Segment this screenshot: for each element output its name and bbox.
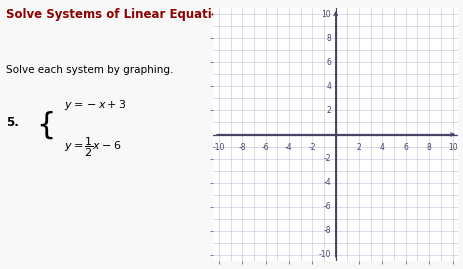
Text: -6: -6 — [262, 143, 269, 152]
Text: -4: -4 — [285, 143, 293, 152]
Text: 2: 2 — [326, 106, 331, 115]
Text: -10: -10 — [319, 250, 331, 259]
Text: 4: 4 — [326, 82, 331, 91]
Text: -8: -8 — [238, 143, 246, 152]
Text: 10: 10 — [448, 143, 457, 152]
Text: 8: 8 — [427, 143, 432, 152]
Text: 10: 10 — [321, 10, 331, 19]
Text: -2: -2 — [308, 143, 316, 152]
Text: 5.: 5. — [6, 116, 19, 129]
Text: 2: 2 — [357, 143, 362, 152]
Text: -6: -6 — [323, 202, 331, 211]
Text: -2: -2 — [324, 154, 331, 163]
Text: Solve Systems of Linear Equations by Graphing: Solve Systems of Linear Equations by Gra… — [6, 8, 321, 21]
Text: -10: -10 — [213, 143, 225, 152]
Text: Solve each system by graphing.: Solve each system by graphing. — [6, 65, 174, 75]
Text: $\{$: $\{$ — [36, 109, 54, 141]
Text: 8: 8 — [326, 34, 331, 43]
Text: $y = \dfrac{1}{2}x - 6$: $y = \dfrac{1}{2}x - 6$ — [64, 136, 121, 159]
Text: 6: 6 — [403, 143, 408, 152]
Text: 4: 4 — [380, 143, 385, 152]
Text: 6: 6 — [326, 58, 331, 67]
Text: $y = -x + 3$: $y = -x + 3$ — [64, 98, 126, 112]
Text: -4: -4 — [323, 178, 331, 187]
Text: -8: -8 — [324, 226, 331, 235]
